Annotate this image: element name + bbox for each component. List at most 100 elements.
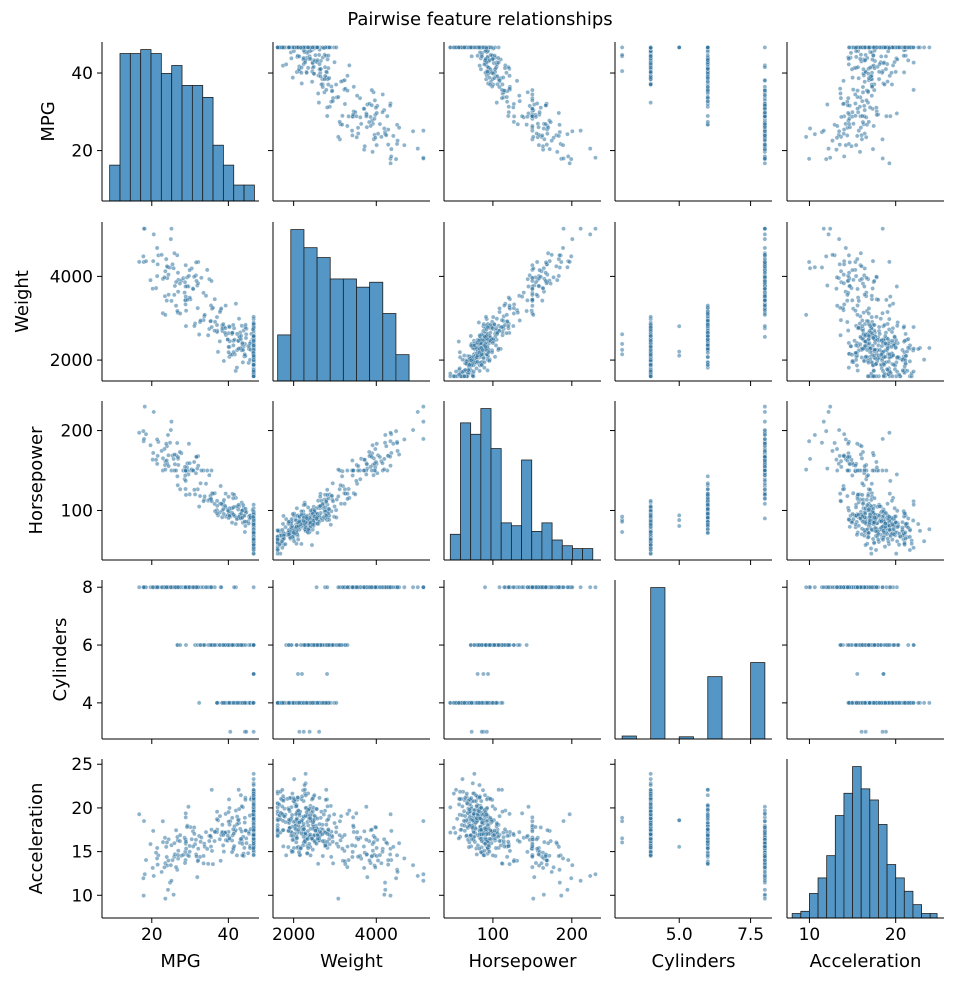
point-mpg-vs-acceleration-283 (901, 53, 906, 59)
point-mpg-vs-weight-184 (283, 62, 289, 67)
point-mpg-vs-weight-300 (299, 70, 304, 76)
point-weight-vs-cylinders-373 (705, 362, 711, 368)
point-mpg-vs-horsepower-386 (530, 106, 535, 111)
point-mpg-vs-horsepower-349 (506, 113, 511, 119)
point-weight-vs-acceleration-231 (862, 292, 867, 297)
point-mpg-vs-cylinders-272 (619, 68, 625, 74)
point-mpg-vs-weight-384 (369, 103, 375, 108)
point-horsepower-vs-weight-83 (317, 494, 323, 499)
point-mpg-vs-acceleration-333 (905, 45, 911, 50)
point-horsepower-vs-weight-103 (394, 440, 400, 446)
point-horsepower-vs-weight-138 (388, 430, 393, 435)
point-horsepower-vs-acceleration-387 (890, 522, 895, 527)
hist-bar-horsepower-4 (490, 448, 502, 561)
point-mpg-vs-acceleration-306 (921, 45, 927, 50)
point-horsepower-vs-acceleration-237 (845, 441, 851, 446)
point-mpg-vs-horsepower-61 (511, 114, 517, 119)
point-mpg-vs-horsepower-321 (533, 114, 539, 120)
point-weight-vs-horsepower-142 (524, 308, 529, 314)
point-horsepower-vs-cylinders-349 (705, 492, 711, 498)
point-mpg-vs-horsepower-232 (565, 131, 570, 137)
point-mpg-vs-acceleration-176 (853, 142, 859, 148)
point-mpg-vs-acceleration-357 (867, 65, 873, 70)
point-mpg-vs-cylinders-362 (705, 66, 711, 72)
point-horsepower-vs-weight-318 (318, 503, 323, 509)
point-horsepower-vs-weight-180 (337, 486, 342, 492)
point-weight-vs-cylinders-123 (619, 341, 625, 347)
point-weight-vs-acceleration-341 (911, 369, 916, 374)
point-mpg-vs-weight-104 (347, 63, 352, 68)
point-mpg-vs-weight-231 (355, 131, 361, 136)
point-horsepower-vs-weight-387 (310, 522, 316, 527)
point-horsepower-vs-acceleration-193 (875, 537, 881, 542)
point-weight-vs-cylinders-391 (762, 252, 768, 258)
point-mpg-vs-acceleration-321 (839, 114, 844, 120)
panel-horsepower-vs-horsepower (443, 401, 601, 565)
point-horsepower-vs-acceleration-336 (866, 534, 871, 540)
point-mpg-vs-weight-339 (345, 88, 350, 93)
point-horsepower-vs-weight-286 (364, 461, 370, 467)
hist-bar-mpg-0 (109, 164, 121, 202)
point-horsepower-vs-acceleration-57 (882, 544, 888, 549)
point-horsepower-vs-mpg-276 (198, 481, 203, 486)
point-horsepower-vs-weight-384 (369, 454, 375, 460)
point-horsepower-vs-weight-335 (281, 536, 287, 541)
point-mpg-vs-horsepower-296 (495, 55, 501, 61)
point-weight-vs-acceleration-306 (921, 357, 927, 362)
point-weight-vs-mpg-339 (208, 303, 214, 308)
point-mpg-vs-acceleration-76 (858, 52, 864, 57)
point-weight-vs-horsepower-387 (476, 338, 482, 343)
point-weight-vs-horsepower-155 (497, 306, 502, 311)
point-horsepower-vs-weight-389 (324, 513, 329, 518)
point-horsepower-vs-acceleration-339 (855, 496, 860, 502)
point-mpg-vs-weight-386 (361, 106, 367, 111)
point-weight-vs-mpg-389 (227, 324, 232, 330)
hist-bar-horsepower-5 (500, 522, 512, 561)
point-mpg-vs-acceleration-199 (861, 103, 867, 109)
point-mpg-vs-acceleration-291 (906, 58, 911, 63)
point-mpg-vs-cylinders-269 (762, 129, 768, 134)
point-horsepower-vs-weight-128 (393, 428, 399, 434)
point-weight-vs-acceleration-355 (870, 374, 876, 379)
point-horsepower-vs-acceleration-236 (855, 492, 861, 497)
point-weight-vs-acceleration-311 (860, 328, 866, 333)
point-weight-vs-horsepower-363 (456, 339, 462, 344)
point-mpg-vs-cylinders-180 (705, 119, 711, 125)
point-weight-vs-acceleration-210 (845, 292, 850, 298)
point-mpg-vs-horsepower-242 (534, 101, 540, 106)
point-weight-vs-acceleration-232 (812, 265, 818, 270)
point-weight-vs-acceleration-3 (851, 277, 856, 283)
point-horsepower-vs-acceleration-390 (866, 530, 871, 536)
point-mpg-vs-horsepower-264 (530, 87, 535, 93)
point-weight-vs-mpg-318 (222, 330, 228, 336)
point-horsepower-vs-mpg-209 (172, 452, 177, 457)
point-mpg-vs-cylinders-388 (648, 45, 653, 51)
point-weight-vs-acceleration-241 (854, 363, 860, 368)
point-mpg-vs-weight-318 (318, 74, 323, 79)
point-weight-vs-horsepower-126 (555, 277, 560, 283)
point-mpg-vs-acceleration-367 (835, 123, 840, 129)
point-weight-vs-horsepower-390 (468, 333, 474, 339)
point-weight-vs-acceleration-61 (841, 302, 847, 307)
point-weight-vs-acceleration-312 (857, 342, 863, 347)
point-mpg-vs-weight-387 (310, 45, 316, 50)
point-mpg-vs-acceleration-11 (838, 91, 843, 96)
point-horsepower-vs-weight-375 (377, 454, 383, 460)
point-weight-vs-acceleration-380 (858, 334, 863, 340)
point-weight-vs-acceleration-82 (855, 368, 860, 373)
point-weight-vs-horsepower-276 (517, 318, 522, 323)
point-mpg-vs-acceleration-138 (887, 161, 892, 166)
point-weight-vs-cylinders-384 (762, 278, 768, 284)
point-mpg-vs-horsepower-367 (530, 123, 535, 129)
point-horsepower-vs-acceleration-343 (841, 453, 847, 459)
point-weight-vs-acceleration-333 (905, 345, 911, 350)
point-horsepower-vs-acceleration-287 (870, 468, 875, 473)
point-mpg-vs-acceleration-384 (845, 103, 851, 108)
point-weight-vs-acceleration-230 (895, 323, 900, 329)
point-horsepower-vs-cylinders-227 (619, 519, 625, 525)
point-horsepower-vs-mpg-0 (218, 483, 223, 489)
point-mpg-vs-weight-344 (325, 105, 330, 110)
point-weight-vs-cylinders-346 (648, 362, 653, 368)
point-weight-vs-horsepower-353 (456, 372, 462, 377)
point-weight-vs-horsepower-175 (530, 297, 535, 303)
